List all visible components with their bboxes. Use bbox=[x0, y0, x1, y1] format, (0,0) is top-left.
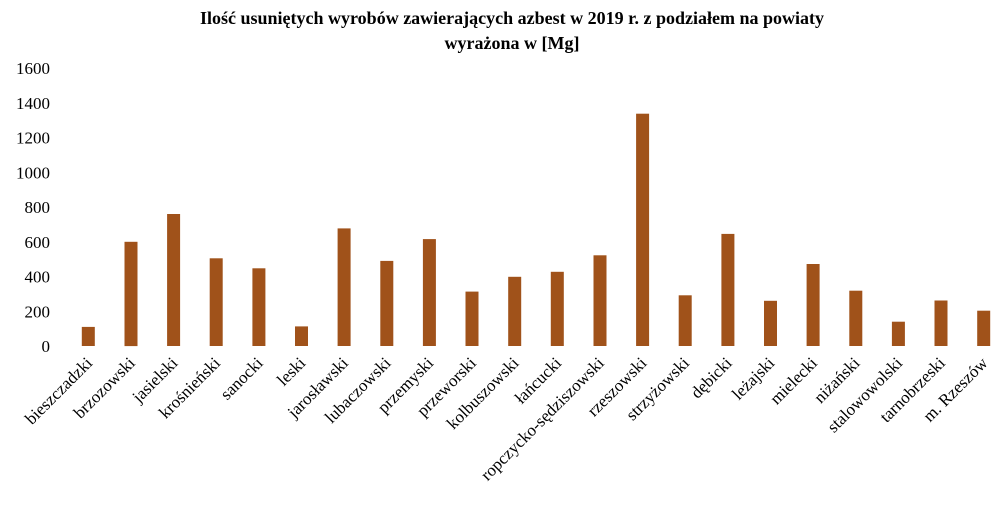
bar-stalowowolski bbox=[891, 321, 905, 346]
bar-mielecki bbox=[806, 264, 820, 346]
y-tick-label: 800 bbox=[25, 198, 51, 217]
bar-rzeszowski bbox=[636, 113, 650, 346]
bar-le-ajski bbox=[764, 300, 777, 346]
bar-brzozowski bbox=[124, 241, 138, 347]
y-axis: 0 200 400 600 800 1000 1200 1400 1600 bbox=[16, 59, 50, 356]
y-tick-label: 1200 bbox=[16, 129, 50, 148]
bar-bieszczadzki bbox=[81, 326, 95, 346]
y-tick-label: 600 bbox=[25, 233, 51, 252]
bar-lubaczowski bbox=[380, 260, 394, 346]
y-tick-label: 1600 bbox=[16, 59, 50, 78]
x-tick-label: dębicki bbox=[687, 353, 736, 402]
x-axis: bieszczadzkibrzozowskijasielskikrośnieńs… bbox=[21, 353, 992, 484]
bar-jaros-awski bbox=[337, 228, 351, 346]
bar-przeworski bbox=[465, 291, 479, 346]
y-tick-label: 1000 bbox=[16, 163, 50, 182]
x-tick-label: sanocki bbox=[217, 353, 267, 403]
y-tick-label: 400 bbox=[25, 268, 51, 287]
x-tick-label: leski bbox=[273, 353, 309, 389]
bar-ropczycko-s-dziszowski bbox=[593, 255, 607, 346]
bar-jasielski bbox=[167, 214, 181, 346]
bar-strzy-owski bbox=[678, 295, 692, 346]
bar-tarnobrzeski bbox=[934, 300, 948, 346]
bar-przemyski bbox=[422, 239, 436, 346]
bar-series bbox=[81, 113, 991, 347]
bar-kro-nie-ski bbox=[209, 258, 223, 346]
y-tick-label: 1400 bbox=[16, 94, 50, 113]
x-tick-label: mielecki bbox=[766, 353, 821, 408]
bar-d-bicki bbox=[721, 233, 735, 346]
bar-ni-a-ski bbox=[849, 290, 863, 346]
bar-sanocki bbox=[252, 268, 266, 346]
chart-title: Ilość usuniętych wyrobów zawierających a… bbox=[200, 8, 824, 28]
bar-m-rzesz-w bbox=[977, 310, 991, 346]
y-tick-label: 0 bbox=[42, 337, 51, 356]
bar-kolbuszowski bbox=[508, 276, 522, 346]
y-tick-label: 200 bbox=[25, 302, 51, 321]
chart-subtitle: wyrażona w [Mg] bbox=[445, 33, 580, 53]
bar-leski bbox=[295, 326, 308, 346]
bar--a-cucki bbox=[550, 271, 564, 346]
